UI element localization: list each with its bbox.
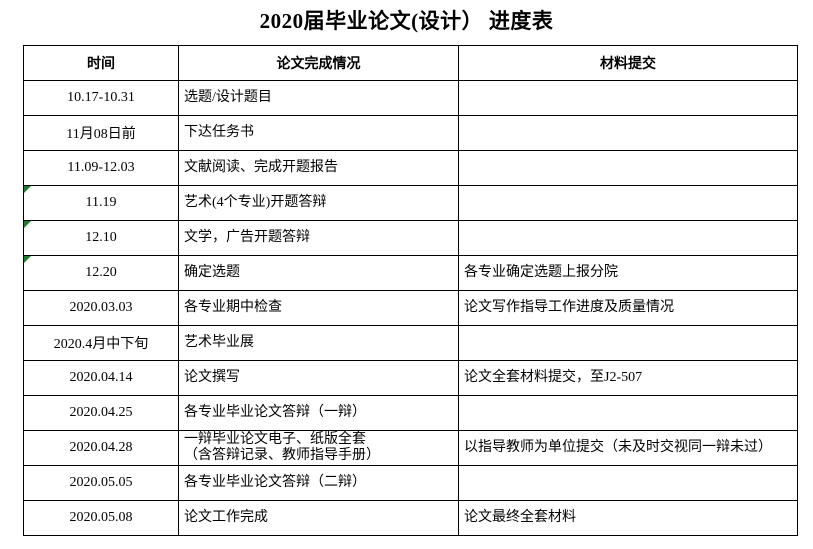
submission-cell: 论文写作指导工作进度及质量情况 <box>458 290 798 326</box>
completion-cell: 文献阅读、完成开题报告 <box>178 150 459 186</box>
submission-cell: 各专业确定选题上报分院 <box>458 255 798 291</box>
time-cell: 2020.4月中下旬 <box>23 325 179 361</box>
time-cell: 2020.03.03 <box>23 290 179 326</box>
completion-cell: 论文工作完成 <box>178 500 459 536</box>
table-row: 11.09-12.03 文献阅读、完成开题报告 <box>23 150 798 186</box>
time-cell: 2020.05.05 <box>23 465 179 501</box>
submission-cell <box>458 115 798 151</box>
completion-cell: 下达任务书 <box>178 115 459 151</box>
time-cell: 12.10 <box>23 220 179 256</box>
time-cell: 12.20 <box>23 255 179 291</box>
completion-cell: 一辩毕业论文电子、纸版全套 （含答辩记录、教师指导手册） <box>178 430 459 466</box>
time-cell: 10.17-10.31 <box>23 80 179 116</box>
submission-cell <box>458 395 798 431</box>
completion-cell: 确定选题 <box>178 255 459 291</box>
table-row: 2020.4月中下旬 艺术毕业展 <box>23 325 798 361</box>
submission-cell <box>458 465 798 501</box>
completion-cell: 艺术毕业展 <box>178 325 459 361</box>
table-row: 2020.04.28 一辩毕业论文电子、纸版全套 （含答辩记录、教师指导手册） … <box>23 430 798 466</box>
completion-cell: 各专业毕业论文答辩（二辩） <box>178 465 459 501</box>
submission-cell <box>458 150 798 186</box>
time-cell: 11.09-12.03 <box>23 150 179 186</box>
time-cell: 2020.04.25 <box>23 395 179 431</box>
table-row: 2020.05.08 论文工作完成 论文最终全套材料 <box>23 500 798 536</box>
page-title: 2020届毕业论文(设计） 进度表 <box>259 9 554 33</box>
col-header-completion: 论文完成情况 <box>178 45 459 81</box>
time-cell: 11月08日前 <box>23 115 179 151</box>
cell-error-flag-icon <box>24 256 31 263</box>
table-row: 12.20 确定选题 各专业确定选题上报分院 <box>23 255 798 291</box>
table-row: 12.10 文学，广告开题答辩 <box>23 220 798 256</box>
progress-table: 时间 论文完成情况 材料提交 10.17-10.31 选题/设计题目 11月08… <box>23 45 798 536</box>
time-cell: 2020.04.14 <box>23 360 179 396</box>
submission-cell: 论文最终全套材料 <box>458 500 798 536</box>
submission-cell <box>458 185 798 221</box>
table-row: 11月08日前 下达任务书 <box>23 115 798 151</box>
header-row: 时间 论文完成情况 材料提交 <box>23 45 798 81</box>
submission-cell: 以指导教师为单位提交（未及时交视同一辩未过） <box>458 430 798 466</box>
time-cell: 2020.05.08 <box>23 500 179 536</box>
col-header-time: 时间 <box>23 45 179 81</box>
time-text: 12.20 <box>85 265 117 280</box>
time-cell: 11.19 <box>23 185 179 221</box>
cell-error-flag-icon <box>24 221 31 228</box>
completion-cell: 各专业毕业论文答辩（一辩） <box>178 395 459 431</box>
submission-cell <box>458 220 798 256</box>
table-row: 2020.03.03 各专业期中检查 论文写作指导工作进度及质量情况 <box>23 290 798 326</box>
completion-cell: 各专业期中检查 <box>178 290 459 326</box>
table-row: 2020.05.05 各专业毕业论文答辩（二辩） <box>23 465 798 501</box>
table-row: 11.19 艺术(4个专业)开题答辩 <box>23 185 798 221</box>
time-text: 12.10 <box>85 230 117 245</box>
table-row: 10.17-10.31 选题/设计题目 <box>23 80 798 116</box>
cell-error-flag-icon <box>24 186 31 193</box>
col-header-submission: 材料提交 <box>458 45 798 81</box>
table-row: 2020.04.25 各专业毕业论文答辩（一辩） <box>23 395 798 431</box>
submission-cell <box>458 325 798 361</box>
completion-cell: 艺术(4个专业)开题答辩 <box>178 185 459 221</box>
submission-cell <box>458 80 798 116</box>
time-cell: 2020.04.28 <box>23 430 179 466</box>
table-row: 2020.04.14 论文撰写 论文全套材料提交，至J2-507 <box>23 360 798 396</box>
completion-cell: 论文撰写 <box>178 360 459 396</box>
time-text: 11.19 <box>85 195 117 210</box>
completion-cell: 选题/设计题目 <box>178 80 459 116</box>
completion-cell: 文学，广告开题答辩 <box>178 220 459 256</box>
submission-cell: 论文全套材料提交，至J2-507 <box>458 360 798 396</box>
